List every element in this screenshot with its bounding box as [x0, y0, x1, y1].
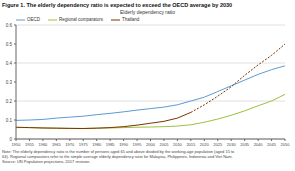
- svg-text:2000: 2000: [146, 142, 156, 147]
- svg-text:2010: 2010: [173, 142, 183, 147]
- html-text:OECD: OECD: [27, 17, 40, 22]
- html-text:Regional comparators: Regional comparators: [59, 17, 103, 22]
- svg-text:1985: 1985: [106, 142, 116, 147]
- svg-text:0.1: 0.1: [8, 118, 12, 123]
- svg-text:1995: 1995: [133, 142, 143, 147]
- svg-text:2045: 2045: [267, 142, 277, 147]
- svg-text:1975: 1975: [79, 142, 89, 147]
- svg-text:1955: 1955: [25, 142, 35, 147]
- svg-text:0.6: 0.6: [8, 23, 12, 28]
- svg-text:2035: 2035: [240, 142, 250, 147]
- svg-text:0.5: 0.5: [8, 42, 12, 47]
- html-text:Note: The elderly dependency r: Note: The elderly dependency ratio is th…: [2, 149, 235, 154]
- svg-text:2020: 2020: [200, 142, 210, 147]
- svg-text:0.2: 0.2: [8, 99, 12, 104]
- html-text:Figure 1. The elderly dependen: Figure 1. The elderly dependency ratio i…: [2, 2, 233, 8]
- html-text:64). Regional comparators refe: 64). Regional comparators refer to the s…: [2, 153, 233, 159]
- svg-text:1965: 1965: [52, 142, 62, 147]
- svg-text:1980: 1980: [92, 142, 102, 147]
- svg-text:2050: 2050: [281, 142, 287, 147]
- svg-text:2015: 2015: [186, 142, 196, 147]
- svg-text:2040: 2040: [254, 142, 264, 147]
- html-text:Thailand: Thailand: [122, 17, 140, 22]
- svg-text:1990: 1990: [119, 142, 129, 147]
- svg-text:0: 0: [9, 137, 12, 142]
- html-text:Elderly dependency ratio: Elderly dependency ratio: [120, 9, 175, 15]
- svg-text:2005: 2005: [159, 142, 169, 147]
- svg-text:1970: 1970: [65, 142, 75, 147]
- svg-text:2030: 2030: [227, 142, 237, 147]
- svg-text:1950: 1950: [12, 142, 22, 147]
- svg-text:1960: 1960: [38, 142, 48, 147]
- svg-text:0.4: 0.4: [8, 61, 12, 66]
- svg-text:2025: 2025: [213, 142, 223, 147]
- svg-text:0.3: 0.3: [8, 80, 12, 85]
- html-text:Source: UN Population projecti: Source: UN Population projections, 2017 …: [2, 158, 91, 164]
